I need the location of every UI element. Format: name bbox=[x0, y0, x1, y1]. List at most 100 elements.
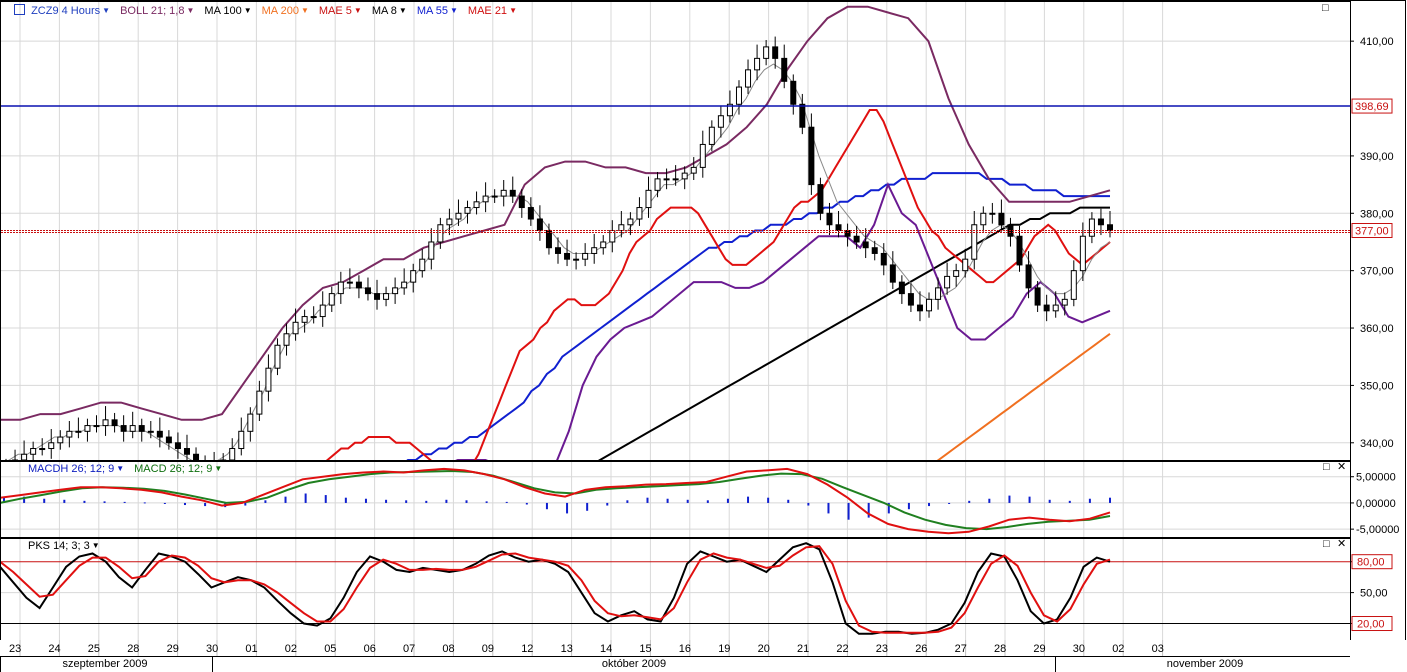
close-stoch-icon[interactable]: ✕ bbox=[1337, 538, 1347, 550]
macd-hist-bar-37 bbox=[747, 496, 750, 503]
maximize-macd-icon[interactable]: □ bbox=[1323, 461, 1330, 473]
price-label-3: 370,00 bbox=[1360, 266, 1394, 278]
candle-body-7 bbox=[66, 430, 73, 438]
macd-hist-bar-53 bbox=[1068, 500, 1071, 503]
time-label-7: 02 bbox=[285, 643, 297, 655]
macd-hist-bar-13 bbox=[264, 500, 267, 503]
time-label-10: 07 bbox=[403, 643, 415, 655]
candle-body-48 bbox=[437, 224, 444, 243]
candle-body-67 bbox=[609, 230, 616, 243]
macd-label-0: 5,00000 bbox=[1356, 472, 1396, 484]
candle-body-89 bbox=[808, 126, 815, 186]
time-label-29: 03 bbox=[1152, 643, 1164, 655]
candle-body-11 bbox=[102, 419, 109, 427]
main-indicator-5[interactable]: MA 8 ▼ bbox=[372, 5, 407, 17]
candle-body-64 bbox=[582, 252, 589, 260]
macd-line bbox=[1, 467, 1111, 535]
time-label-4: 29 bbox=[167, 643, 179, 655]
stoch-label-2: 20,00 bbox=[1357, 619, 1385, 631]
macd-hist-bar-32 bbox=[646, 497, 649, 503]
ma8-line bbox=[8, 63, 1111, 460]
macd-hist-bar-16 bbox=[324, 495, 327, 503]
time-label-0: 23 bbox=[9, 643, 21, 655]
macd-hist-bar-28 bbox=[566, 502, 569, 514]
candle-body-74 bbox=[672, 178, 679, 181]
candle-body-0 bbox=[4, 466, 9, 467]
chart-icon bbox=[14, 4, 25, 15]
macd-hist-bar-10 bbox=[204, 502, 207, 507]
candle-body-20 bbox=[183, 448, 190, 455]
time-label-3: 28 bbox=[127, 643, 139, 655]
candle-body-118 bbox=[1070, 270, 1077, 300]
candle-body-4 bbox=[39, 448, 46, 451]
macd-hist-bar-54 bbox=[1088, 498, 1091, 503]
time-label-19: 20 bbox=[758, 643, 770, 655]
candle-body-15 bbox=[138, 425, 145, 432]
main-indicator-4[interactable]: MAE 5 ▼ bbox=[319, 5, 362, 17]
candle-body-27 bbox=[247, 413, 254, 432]
macd-hist-bar-6 bbox=[123, 501, 126, 503]
maximize-main-icon[interactable]: □ bbox=[1322, 2, 1329, 14]
time-label-9: 06 bbox=[364, 643, 376, 655]
candle-body-107 bbox=[971, 224, 978, 260]
main-indicator-3[interactable]: MA 200 ▼ bbox=[262, 5, 309, 17]
main-indicator-1[interactable]: BOLL 21; 1,8 ▼ bbox=[120, 5, 194, 17]
dropdown-triangle-icon: ▼ bbox=[102, 6, 111, 15]
dropdown-triangle-icon: ▼ bbox=[243, 6, 252, 15]
price-label-1: 350,00 bbox=[1360, 380, 1394, 392]
candle-body-103 bbox=[935, 287, 942, 300]
main-indicator-label-0: ZCZ9 4 Hours bbox=[31, 5, 101, 17]
candle-body-25 bbox=[229, 448, 236, 460]
macd-hist-bar-41 bbox=[827, 502, 830, 514]
dropdown-triangle-icon: ▼ bbox=[300, 6, 309, 15]
macd-hist-bar-47 bbox=[948, 502, 951, 504]
macd-hist-bar-1 bbox=[23, 496, 26, 503]
main-indicator-2[interactable]: MA 100 ▼ bbox=[204, 5, 251, 17]
time-label-21: 22 bbox=[836, 643, 848, 655]
stoch-indicator-0[interactable]: PKS 14; 3; 3 ▼ bbox=[28, 540, 100, 552]
time-label-22: 23 bbox=[876, 643, 888, 655]
main-indicator-0[interactable]: ZCZ9 4 Hours ▼ bbox=[31, 5, 110, 17]
macd-indicator-label-1: MACD 26; 12; 9 bbox=[134, 463, 213, 475]
candle-body-88 bbox=[799, 103, 806, 128]
macd-hist-bar-21 bbox=[425, 500, 428, 503]
panel-frame-2 bbox=[0, 538, 1351, 641]
macd-hist-bar-2 bbox=[43, 498, 46, 503]
main-indicator-label-5: MA 8 bbox=[371, 5, 397, 17]
dropdown-triangle-icon: ▼ bbox=[353, 6, 362, 15]
macd-indicator-1[interactable]: MACD 26; 12; 9 ▼ bbox=[134, 463, 222, 475]
candle-body-61 bbox=[555, 247, 561, 254]
time-label-11: 08 bbox=[442, 643, 454, 655]
candle-body-113 bbox=[1025, 264, 1032, 289]
price-label-2: 360,00 bbox=[1360, 323, 1394, 335]
close-macd-icon[interactable]: ✕ bbox=[1337, 461, 1347, 473]
main-indicator-label-1: BOLL 21; 1,8 bbox=[120, 5, 185, 17]
time-label-18: 19 bbox=[718, 643, 730, 655]
macd-hist-bar-0 bbox=[3, 497, 5, 503]
stoch-k-line bbox=[1, 542, 1111, 635]
boll-lower-line bbox=[455, 181, 1111, 460]
candle-body-9 bbox=[84, 425, 91, 432]
macd-hist-bar-42 bbox=[847, 502, 850, 520]
macd-hist-bar-20 bbox=[405, 500, 408, 503]
candle-body-12 bbox=[111, 419, 118, 427]
macd-hist-bar-15 bbox=[304, 493, 307, 503]
candle-body-33 bbox=[301, 316, 308, 323]
stoch-label-box-0 bbox=[1351, 554, 1393, 570]
candle-body-13 bbox=[120, 425, 127, 432]
maximize-stoch-icon[interactable]: □ bbox=[1323, 538, 1330, 550]
main-indicator-7[interactable]: MAE 21 ▼ bbox=[468, 5, 517, 17]
candle-body-69 bbox=[627, 218, 634, 226]
time-label-12: 09 bbox=[482, 643, 494, 655]
time-label-15: 14 bbox=[600, 643, 612, 655]
main-indicator-6[interactable]: MA 55 ▼ bbox=[417, 5, 458, 17]
candle-body-41 bbox=[374, 293, 381, 300]
macd-hist-bar-8 bbox=[163, 502, 166, 504]
candle-body-51 bbox=[464, 207, 471, 214]
time-label-8: 05 bbox=[324, 643, 336, 655]
candle-body-65 bbox=[591, 247, 598, 254]
macd-hist-bar-14 bbox=[284, 496, 287, 503]
macd-indicator-0[interactable]: MACDH 26; 12; 9 ▼ bbox=[28, 463, 124, 475]
candle-body-17 bbox=[156, 430, 163, 438]
